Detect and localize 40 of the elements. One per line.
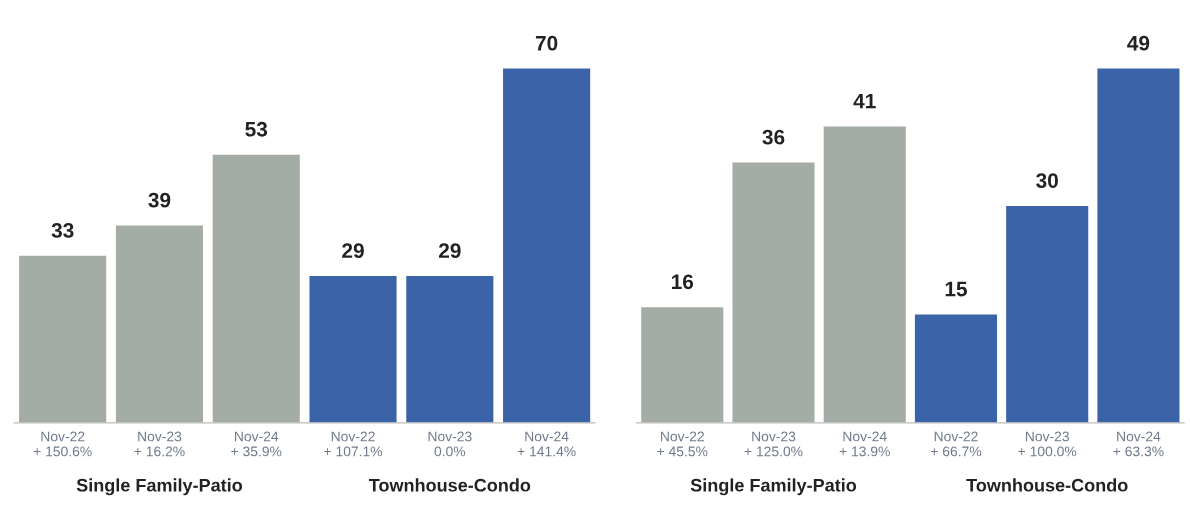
x-tick-label: Nov-23 + 100.0%: [1018, 431, 1077, 457]
bar: [1097, 68, 1180, 423]
x-tick-label: Nov-24 + 63.3%: [1113, 431, 1164, 457]
bar: [1006, 205, 1089, 423]
x-tick-label: Nov-22 + 150.6%: [33, 431, 92, 457]
bar: [732, 162, 815, 423]
x-tick-label: Nov-23 0.0%: [428, 431, 472, 457]
bar: [309, 276, 397, 423]
x-tick-label: Nov-23 + 16.2%: [134, 431, 185, 457]
bar: [641, 307, 724, 423]
bar: [406, 276, 494, 423]
x-tick-label: Nov-22 + 107.1%: [324, 431, 383, 457]
x-tick-label: Nov-24 + 13.9%: [839, 431, 890, 457]
data-label: 49: [1127, 35, 1150, 51]
x-tick-label: Nov-24 + 141.4%: [517, 431, 576, 457]
x-tick-label: Nov-22 + 45.5%: [657, 431, 708, 457]
bar: [212, 154, 300, 423]
bar: [115, 225, 204, 423]
bar: [823, 126, 906, 423]
data-label: 15: [945, 281, 967, 297]
data-label: 70: [535, 35, 558, 51]
data-label: 16: [671, 274, 694, 290]
data-label: 33: [51, 223, 74, 238]
x-tick-label: Nov-23 + 125.0%: [744, 431, 803, 457]
bar: [503, 68, 591, 423]
data-label: 29: [438, 243, 461, 259]
data-label: 39: [148, 192, 171, 208]
text: Single Family-Patio: [76, 478, 243, 496]
text: Townhouse-Condo: [368, 478, 531, 492]
x-tick-label: Nov-24 + 35.9%: [231, 431, 282, 457]
x-tick-label: Nov-22 + 66.7%: [930, 431, 982, 457]
bar: [914, 314, 998, 423]
data-label: 36: [762, 129, 785, 145]
bar: [19, 255, 107, 423]
text: Single Family-Patio: [690, 478, 857, 496]
data-label: 41: [853, 93, 876, 109]
text: Townhouse-Condo: [966, 478, 1128, 492]
data-label: 53: [245, 121, 268, 137]
data-label: 29: [342, 243, 364, 259]
data-label: 30: [1036, 173, 1058, 188]
